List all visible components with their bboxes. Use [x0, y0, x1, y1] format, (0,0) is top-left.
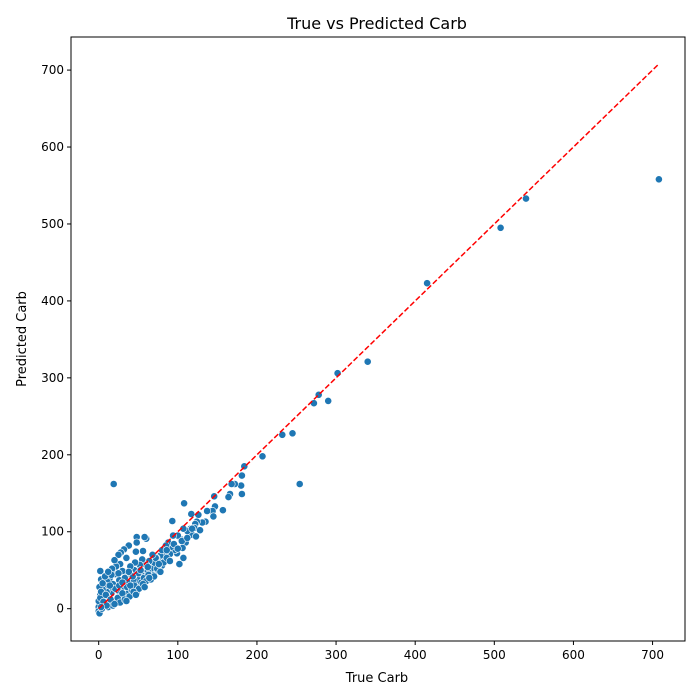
points-layer [94, 175, 663, 618]
x-tick-label: 400 [404, 648, 427, 662]
data-point [148, 550, 157, 559]
data-point [131, 590, 140, 599]
data-point [655, 175, 663, 184]
y-tick-label: 700 [41, 63, 64, 77]
data-point [131, 547, 140, 556]
data-point [110, 556, 119, 565]
data-point [101, 590, 110, 599]
x-tick-label: 100 [166, 648, 189, 662]
data-point [179, 524, 188, 533]
data-point [188, 524, 196, 533]
data-point [179, 554, 188, 562]
data-point [109, 480, 118, 488]
data-point [237, 490, 246, 498]
data-point [98, 579, 107, 588]
data-point [110, 600, 119, 608]
data-point [203, 507, 211, 515]
y-tick-label: 400 [41, 294, 64, 308]
y-tick-label: 300 [41, 371, 64, 385]
data-point [145, 574, 154, 582]
x-axis-label: True Carb [345, 671, 408, 686]
y-tick-label: 600 [41, 140, 64, 154]
data-point [114, 569, 123, 578]
data-point [187, 510, 196, 518]
x-axis-ticks: 0 100 200 300 400 500 600 700 [95, 641, 664, 662]
x-tick-label: 200 [245, 648, 268, 662]
y-axis-label: Predicted Carb [15, 291, 30, 387]
y-tick-label: 100 [41, 525, 64, 539]
data-point [168, 517, 177, 525]
data-point [122, 597, 131, 605]
data-point [122, 554, 131, 562]
x-tick-label: 700 [641, 648, 664, 662]
data-point [218, 506, 227, 515]
data-point [105, 581, 114, 590]
data-point [139, 547, 147, 555]
data-point [96, 567, 105, 575]
y-tick-label: 200 [41, 448, 64, 462]
data-point [363, 357, 372, 366]
plot-frame [70, 36, 686, 642]
reference-line [98, 63, 660, 610]
data-point [496, 223, 505, 232]
x-tick-label: 600 [562, 648, 585, 662]
data-point [175, 560, 184, 568]
data-point [258, 452, 267, 461]
data-point [104, 567, 113, 576]
data-point [162, 546, 171, 555]
data-point [165, 557, 174, 565]
data-point [324, 396, 333, 405]
y-tick-label: 500 [41, 217, 64, 231]
data-point [140, 583, 149, 591]
data-point [196, 526, 204, 535]
data-point [136, 566, 145, 575]
y-axis-ticks: 0 100 200 300 400 500 600 700 [41, 63, 71, 616]
x-tick-label: 300 [325, 648, 348, 662]
data-point [124, 567, 133, 576]
data-point [143, 563, 152, 571]
data-point [173, 544, 182, 553]
data-point [192, 532, 200, 541]
data-point [114, 550, 123, 559]
data-point [132, 538, 141, 547]
data-point [224, 493, 233, 501]
data-point [140, 533, 149, 541]
reference-line-layer [98, 63, 660, 610]
data-point [237, 471, 246, 480]
data-point [522, 194, 530, 203]
x-tick-label: 500 [483, 648, 506, 662]
data-point [180, 499, 188, 508]
data-point [295, 480, 304, 488]
y-tick-label: 0 [56, 602, 64, 616]
data-point [288, 429, 297, 438]
x-tick-label: 0 [95, 648, 103, 662]
data-point [154, 560, 163, 568]
data-point [156, 567, 165, 576]
data-point [423, 279, 431, 288]
data-point [126, 581, 135, 590]
data-point [309, 399, 318, 408]
data-point [209, 512, 218, 521]
data-point [278, 430, 287, 439]
chart-title: True vs Predicted Carb [286, 14, 467, 33]
data-point [183, 534, 192, 542]
